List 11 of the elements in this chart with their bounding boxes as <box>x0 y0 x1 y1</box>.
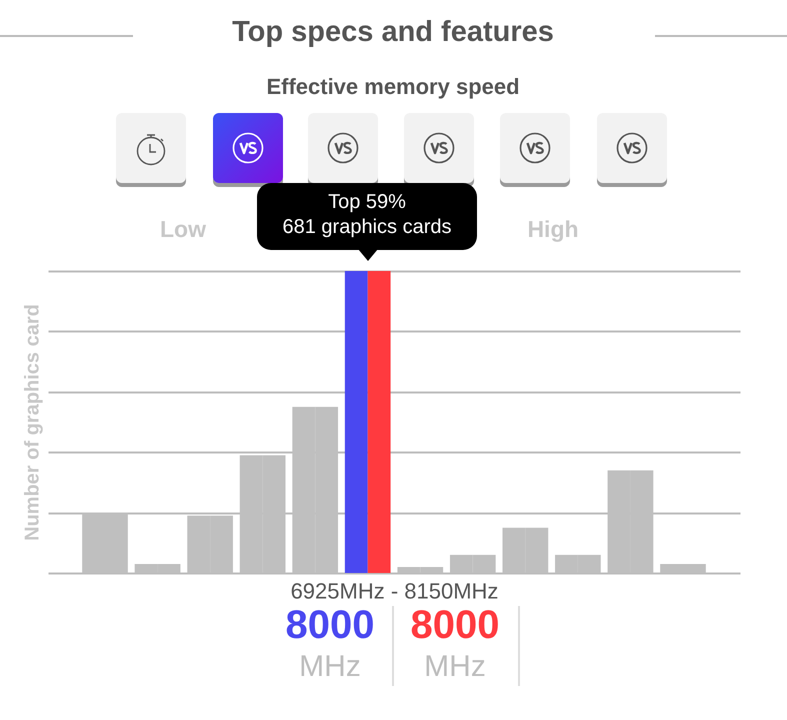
bar <box>368 271 391 573</box>
x-axis-title: 6925MHz - 8150MHz <box>290 578 498 604</box>
chart-subtitle: Effective memory speed <box>266 74 520 100</box>
bar <box>344 271 368 573</box>
text: Top 59% <box>328 191 406 214</box>
text: MHz <box>299 650 361 684</box>
text: 8000 <box>286 603 374 648</box>
text: 681 graphics cards <box>282 216 452 239</box>
text: MHz <box>424 650 486 684</box>
chart-title: Top specs and features <box>232 16 554 49</box>
text: 8000 <box>410 603 500 648</box>
